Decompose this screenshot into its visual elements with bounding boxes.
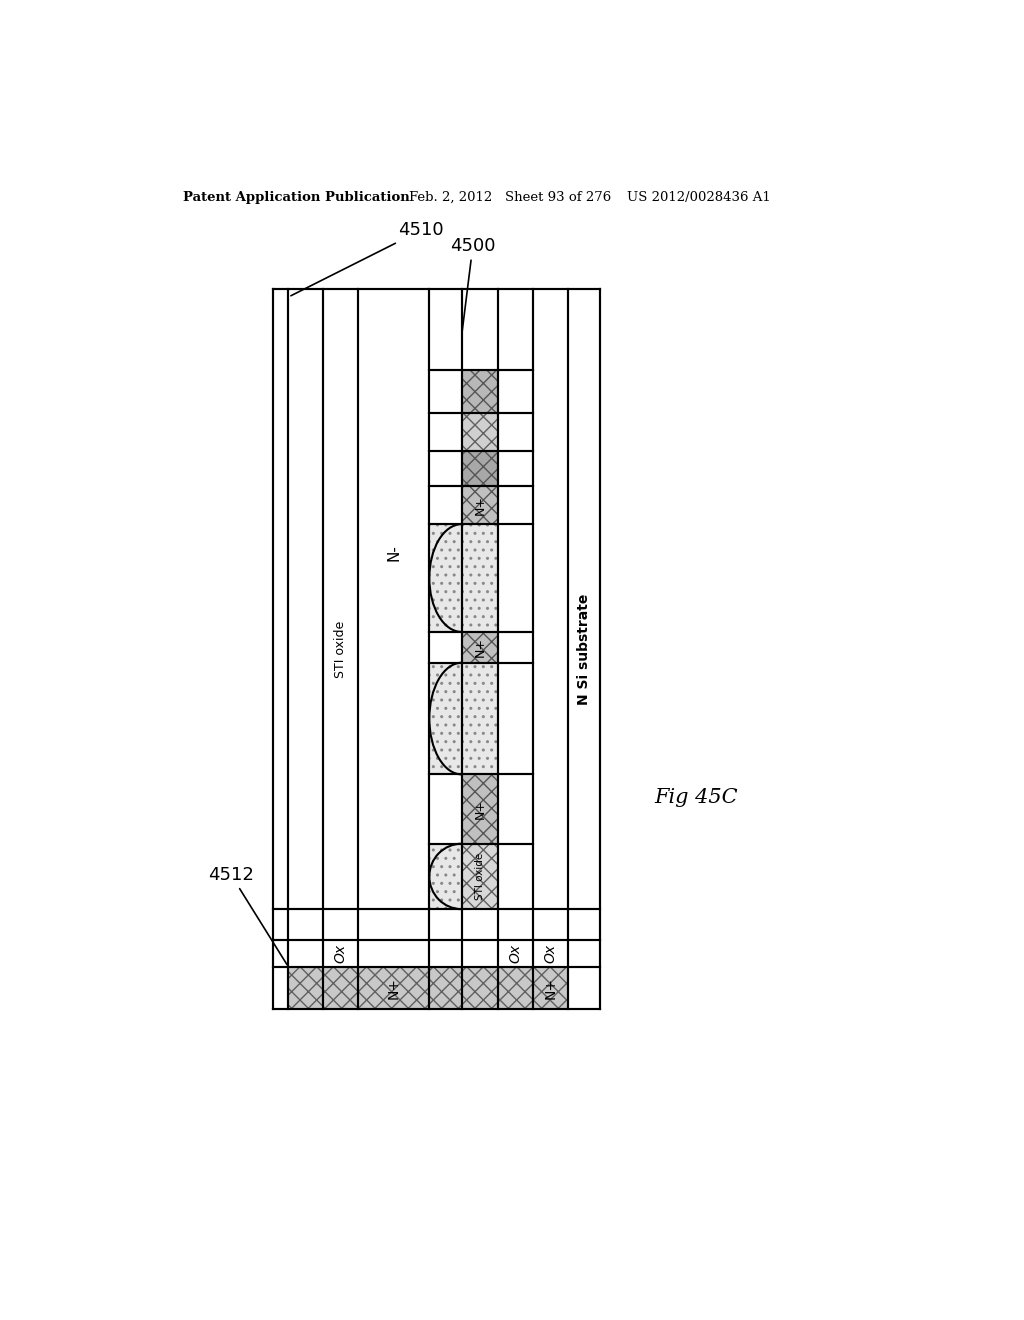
Text: Feb. 2, 2012   Sheet 93 of 276: Feb. 2, 2012 Sheet 93 of 276 — [410, 191, 611, 203]
Bar — [462, 412, 498, 451]
Text: 4512: 4512 — [208, 866, 287, 965]
Bar — [462, 632, 498, 663]
Bar — [462, 451, 498, 486]
Bar — [429, 663, 462, 775]
Bar — [429, 524, 462, 632]
Text: STI oxide: STI oxide — [334, 620, 347, 678]
Bar — [462, 775, 498, 843]
Bar — [429, 524, 462, 632]
Text: 4510: 4510 — [291, 222, 444, 296]
Bar — [462, 486, 498, 524]
Text: Ox: Ox — [334, 944, 347, 964]
Bar — [462, 370, 498, 412]
Bar — [462, 370, 498, 412]
Bar — [429, 843, 462, 909]
Bar — [429, 843, 462, 909]
Bar — [462, 775, 498, 843]
Bar — [462, 663, 498, 775]
Text: Ox: Ox — [509, 944, 522, 964]
Bar — [462, 632, 498, 663]
Text: Fig 45C: Fig 45C — [654, 788, 737, 807]
Text: STI oxide: STI oxide — [475, 853, 484, 900]
Bar — [429, 663, 462, 775]
Text: Patent Application Publication: Patent Application Publication — [183, 191, 410, 203]
Text: N+: N+ — [544, 977, 558, 999]
Text: 4500: 4500 — [451, 236, 496, 333]
Text: N Si substrate: N Si substrate — [578, 594, 591, 705]
Bar — [289, 966, 568, 1010]
Bar — [462, 486, 498, 524]
Bar — [462, 843, 498, 909]
Bar — [462, 412, 498, 451]
Text: US 2012/0028436 A1: US 2012/0028436 A1 — [628, 191, 771, 203]
Text: N-: N- — [386, 545, 401, 561]
Bar — [462, 451, 498, 486]
Text: N+: N+ — [473, 799, 486, 818]
Text: N+: N+ — [473, 638, 486, 657]
Bar — [289, 940, 568, 966]
Text: Ox: Ox — [544, 944, 558, 964]
Bar — [462, 524, 498, 632]
Text: N+: N+ — [473, 495, 486, 515]
Bar — [462, 663, 498, 775]
Bar — [289, 966, 568, 1010]
Text: N+: N+ — [386, 977, 400, 999]
Bar — [462, 524, 498, 632]
Bar — [462, 843, 498, 909]
